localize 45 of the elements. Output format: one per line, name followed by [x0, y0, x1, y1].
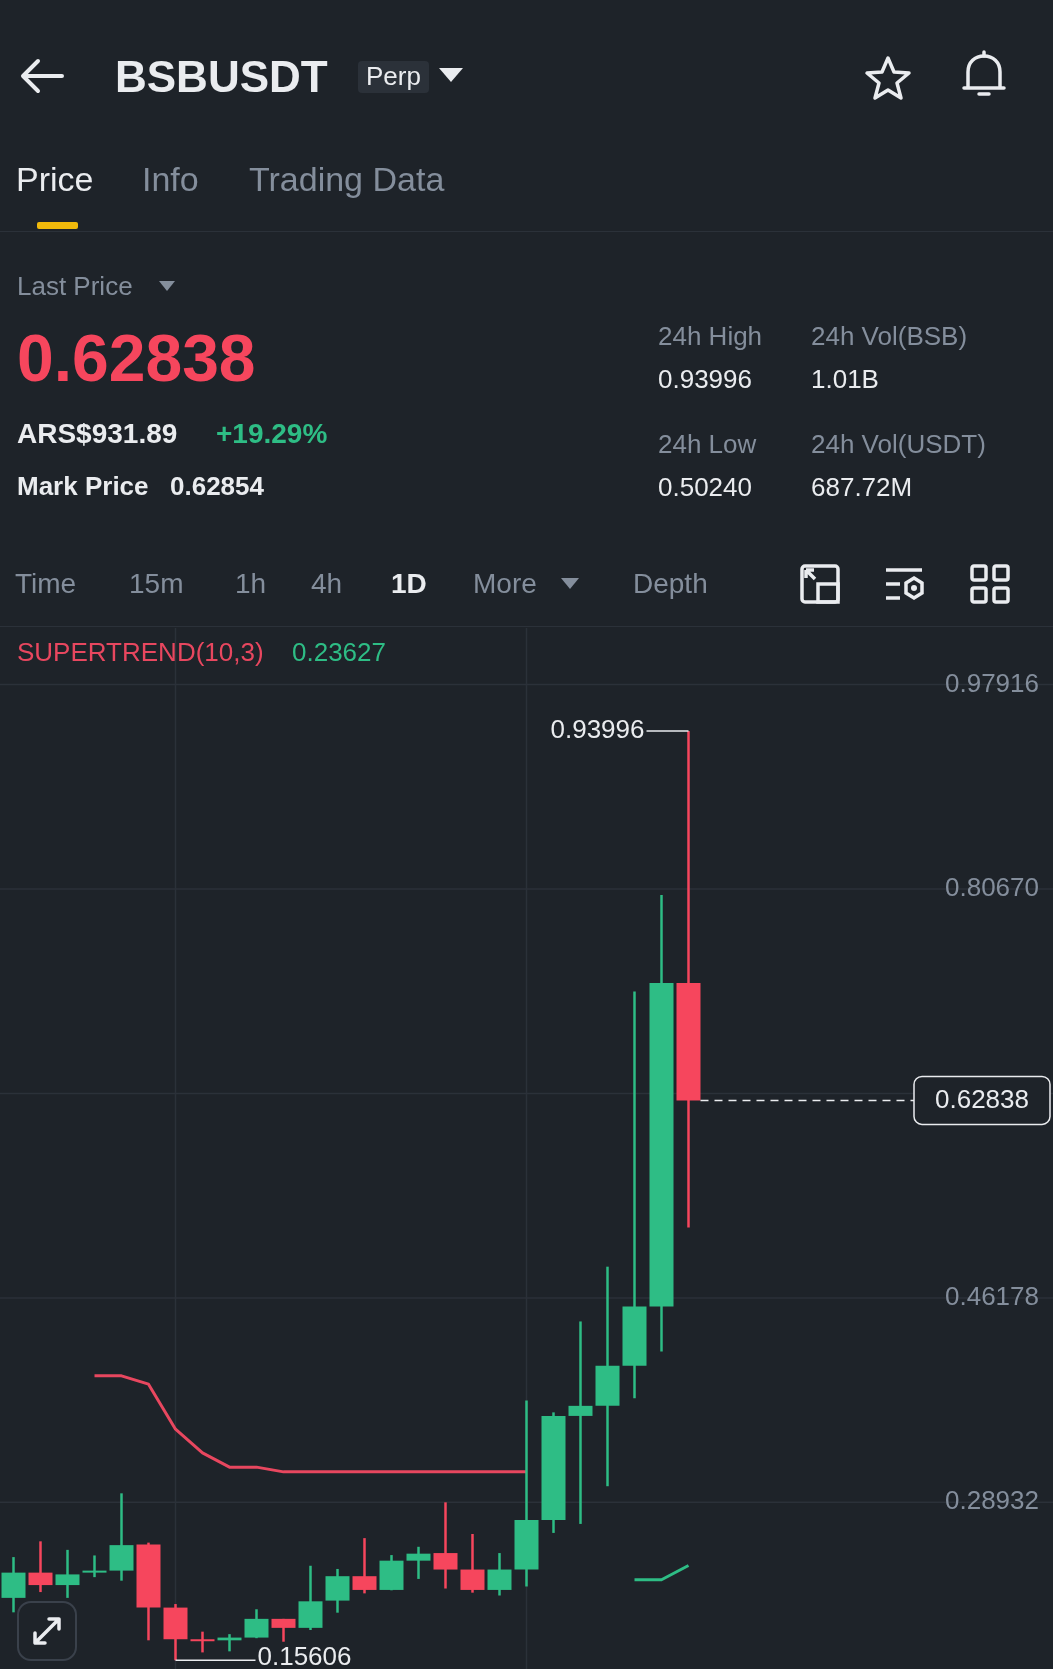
- candlestick: [433, 1502, 458, 1589]
- y-tick-label: 0.46178: [945, 1281, 1039, 1312]
- text: 0.62854: [170, 471, 264, 503]
- text: 24h Low: [658, 429, 757, 461]
- text: 687.72M: [811, 472, 913, 504]
- candlestick: [568, 1321, 593, 1524]
- text: SUPERTREND(10,3): [17, 637, 264, 669]
- text: Price: [16, 158, 94, 200]
- text: 1D: [391, 567, 427, 601]
- candlestick: [595, 1266, 620, 1487]
- chart-title: BSBUSDT: [115, 50, 328, 103]
- candlestick: [676, 731, 701, 1228]
- text: 1.01B: [811, 364, 879, 396]
- text: More: [473, 567, 537, 601]
- text: 0.62838: [17, 320, 256, 398]
- annotation: 0.23627: [292, 637, 386, 669]
- annotation: 0.15606: [257, 1641, 352, 1669]
- y-tick-label: 0.80670: [945, 872, 1039, 903]
- annotation: 0.93996: [550, 714, 645, 745]
- text: 0.50240: [658, 472, 752, 504]
- text: Perp: [358, 61, 429, 93]
- text: Time: [15, 567, 77, 601]
- ref-line-label: 0.62838: [935, 1083, 1029, 1114]
- text: Depth: [633, 567, 708, 601]
- candlestick: [190, 1631, 215, 1653]
- text: Mark Price: [17, 471, 149, 503]
- text: Last Price: [17, 271, 133, 303]
- text: 24h High: [658, 321, 763, 353]
- text: 15m: [129, 567, 184, 601]
- candlestick: [82, 1555, 107, 1578]
- text: 1h: [235, 567, 267, 601]
- text: 4h: [311, 567, 343, 601]
- text: 24h Vol(BSB): [811, 321, 968, 353]
- text: ARS$931.89: [17, 417, 178, 451]
- candlestick: [55, 1549, 80, 1598]
- text: Info: [142, 158, 199, 200]
- y-tick-label: 0.97916: [945, 667, 1039, 698]
- text: Trading Data: [249, 158, 445, 200]
- text: 24h Vol(USDT): [811, 429, 986, 461]
- candlestick: [622, 991, 647, 1399]
- candlestick: [28, 1541, 53, 1593]
- text: +19.29%: [216, 417, 328, 451]
- text: 0.93996: [658, 364, 752, 396]
- y-tick-label: 0.28932: [945, 1485, 1039, 1516]
- candlestick: [406, 1546, 431, 1579]
